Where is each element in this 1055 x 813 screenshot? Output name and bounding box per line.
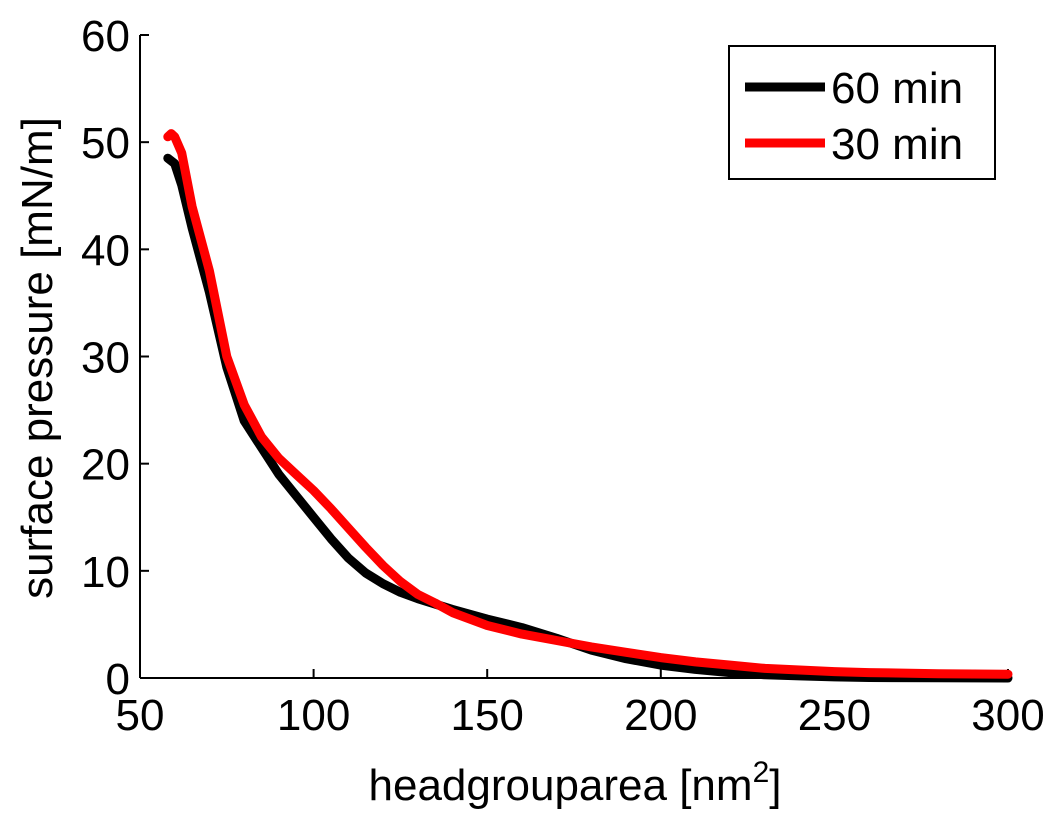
x-tick-label: 250 — [798, 691, 871, 740]
y-tick-label: 20 — [81, 441, 130, 490]
legend-label-30-min: 30 min — [831, 120, 963, 169]
y-tick-label: 0 — [106, 655, 130, 704]
y-tick-label: 30 — [81, 334, 130, 383]
y-tick-label: 10 — [81, 548, 130, 597]
y-tick-label: 50 — [81, 119, 130, 168]
y-tick-label: 40 — [81, 226, 130, 275]
legend-box — [728, 45, 996, 180]
x-tick-label: 100 — [277, 691, 350, 740]
x-axis-label-superscript: 2 — [753, 756, 770, 789]
x-tick-label: 150 — [450, 691, 523, 740]
x-axis-label-main: headgrouparea [nm — [369, 761, 753, 810]
x-tick-label: 200 — [624, 691, 697, 740]
series-line-30-min — [163, 129, 1013, 679]
x-tick-label: 50 — [116, 691, 165, 740]
legend-label-60-min: 60 min — [831, 64, 963, 113]
legend: 60 min 30 min — [728, 45, 996, 180]
x-ticks: 50 100 150 200 250 300 — [116, 669, 1045, 740]
x-axis-label: headgrouparea [nm2] — [369, 756, 782, 810]
x-tick-label: 300 — [971, 691, 1044, 740]
x-axis-label-end: ] — [769, 761, 781, 810]
y-tick-label: 60 — [81, 12, 130, 61]
y-ticks: 0 10 20 30 40 50 60 — [81, 12, 149, 704]
series-group — [163, 129, 1013, 683]
y-axis-label: surface pressure [mN/m] — [13, 117, 62, 599]
